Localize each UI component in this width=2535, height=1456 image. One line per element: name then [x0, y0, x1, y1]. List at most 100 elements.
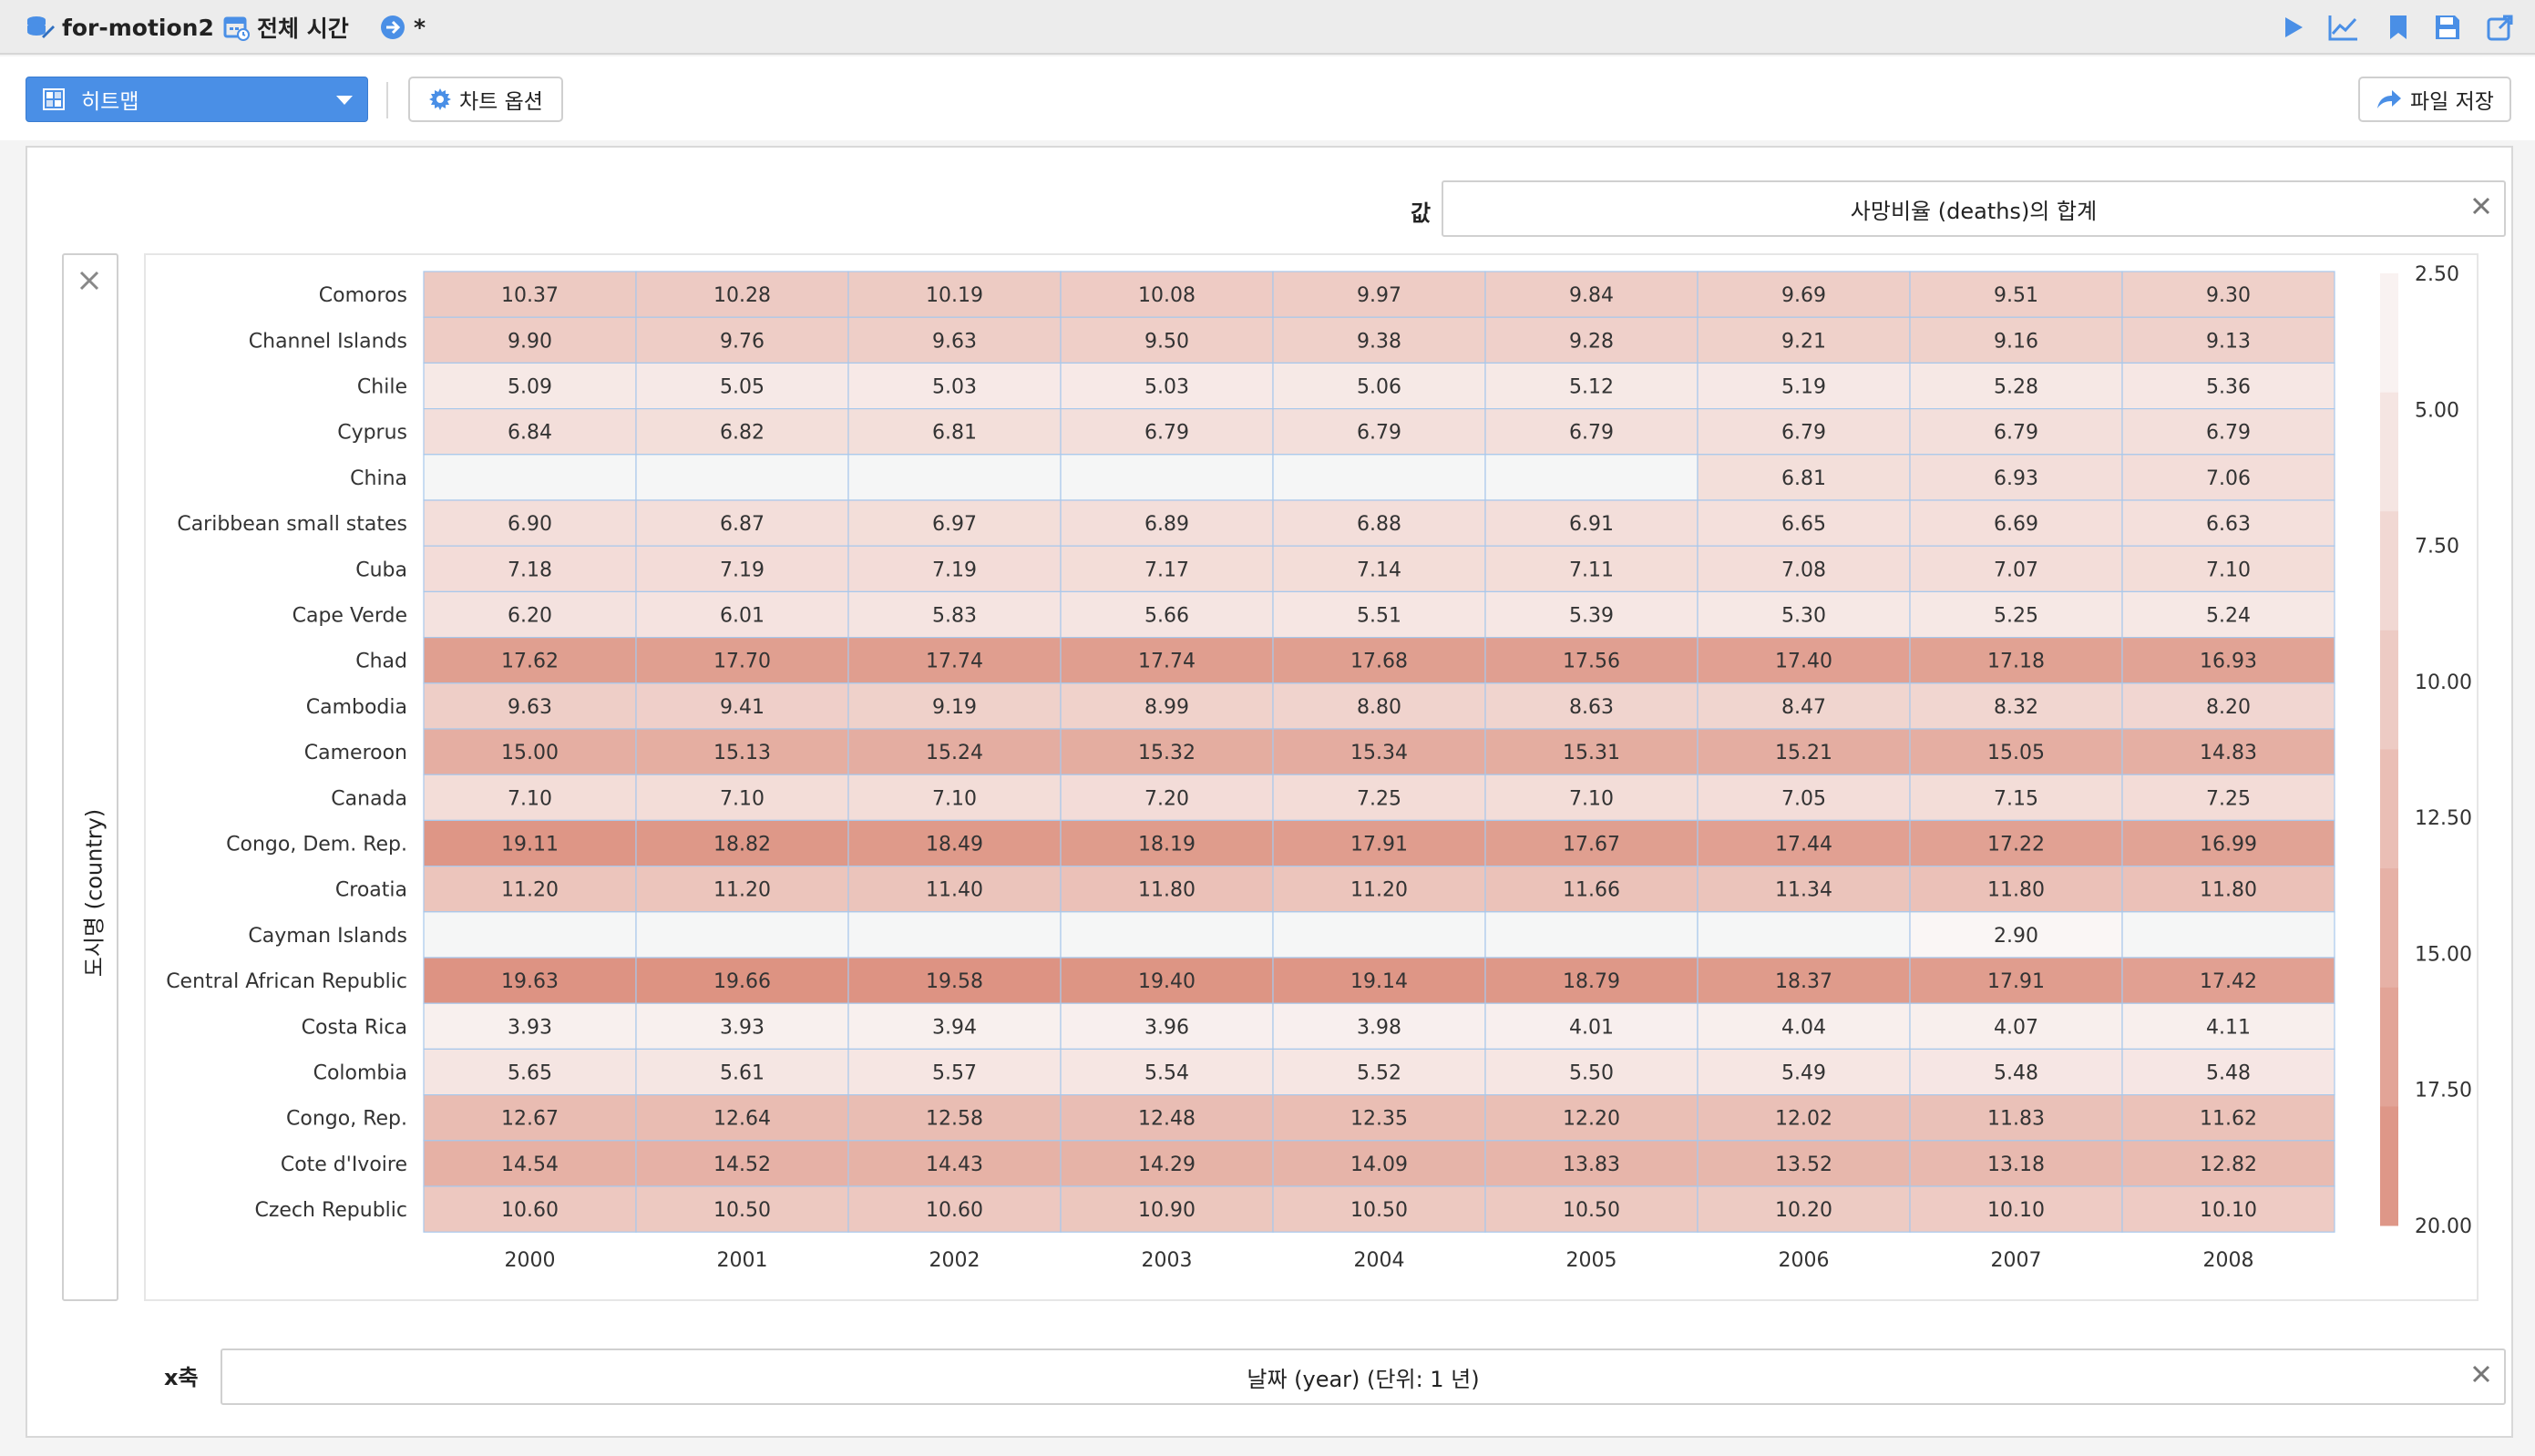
cell-value-label: 11.34: [1775, 879, 1832, 902]
heatmap-cell: [635, 499, 849, 547]
cell-value-label: 17.67: [1563, 834, 1620, 856]
heatmap-cell: [1697, 1185, 1911, 1233]
heatmap-cell: [2121, 316, 2335, 364]
cell-value-label: 19.11: [501, 834, 559, 856]
cell-value-label: 17.42: [2200, 970, 2257, 993]
cell-value-label: 10.28: [713, 284, 771, 307]
chart-options-button[interactable]: 차트 옵션: [408, 77, 563, 122]
heatmap-cell: [1060, 637, 1274, 684]
heatmap-cell: [423, 865, 637, 913]
heatmap-cell: [847, 774, 1062, 822]
cell-value-label: 9.90: [508, 330, 552, 353]
y-tick-label: Cape Verde: [292, 605, 407, 628]
y-tick-label: Cote d'Ivoire: [281, 1154, 407, 1176]
gear-icon: [429, 88, 452, 110]
cell-value-label: 5.06: [1357, 376, 1401, 399]
cell-value-label: 9.16: [1994, 330, 2038, 353]
cell-value-label: 9.30: [2206, 284, 2251, 307]
cell-value-label: 10.08: [1138, 284, 1196, 307]
x-axis-field-text: 날짜 (year) (단위: 1 년): [1247, 1366, 1480, 1392]
cell-value-label: 9.69: [1781, 284, 1826, 307]
heatmap-cell: [423, 1048, 637, 1096]
heatmap-cell: [2121, 911, 2335, 959]
cell-value-label: 5.54: [1144, 1062, 1189, 1085]
clear-x-axis-field-button[interactable]: [2471, 1364, 2491, 1389]
heatmap-cell: [1272, 1002, 1486, 1051]
color-scale-tick-label: 12.50: [2415, 807, 2472, 830]
heatmap-cell: [1060, 1093, 1274, 1142]
heatmap-cell: [1909, 316, 2123, 364]
x-tick-label: 2005: [1566, 1249, 1617, 1272]
heatmap-cell: [847, 1002, 1062, 1051]
heatmap-cell: [2121, 499, 2335, 547]
cell-value-label: 8.47: [1781, 696, 1826, 719]
bookmark-button[interactable]: [2382, 11, 2415, 44]
play-icon: [2285, 17, 2303, 37]
y-tick-label: Cambodia: [306, 696, 407, 719]
heatmap-cell: [423, 1185, 637, 1233]
clear-y-axis-field-button[interactable]: [78, 270, 100, 295]
clear-value-field-button[interactable]: [2471, 196, 2491, 221]
modified-marker: *: [414, 14, 426, 41]
heatmap-cell: [2121, 819, 2335, 867]
cell-value-label: 12.67: [501, 1108, 559, 1131]
save-file-label: 파일 저장: [2410, 90, 2494, 114]
cell-value-label: 5.83: [932, 605, 977, 628]
cell-value-label: 15.05: [1987, 742, 2045, 764]
heatmap-cell: [1272, 957, 1486, 1004]
cell-value-label: 5.36: [2206, 376, 2251, 399]
cell-value-label: 11.20: [1350, 879, 1408, 902]
value-field[interactable]: 사망비율 (deaths)의 합계: [1442, 180, 2506, 237]
cell-value-label: 17.62: [501, 651, 559, 673]
heatmap-cell: [847, 545, 1062, 593]
cell-value-label: 7.14: [1357, 559, 1401, 581]
heatmap-cell: [635, 362, 849, 410]
chart-type-dropdown[interactable]: 히트맵: [26, 77, 368, 122]
save-button[interactable]: [2431, 11, 2464, 44]
save-file-button[interactable]: 파일 저장: [2358, 77, 2511, 122]
heatmap-cell: [423, 774, 637, 822]
heatmap-cell: [1060, 819, 1274, 867]
heatmap-cell: [1272, 545, 1486, 593]
cell-value-label: 12.58: [926, 1108, 983, 1131]
heatmap-cell: [1484, 865, 1699, 913]
cell-value-label: 6.65: [1781, 513, 1826, 536]
color-scale-tick-label: 15.00: [2415, 943, 2472, 966]
heatmap-cell: [1484, 1093, 1699, 1142]
heatmap-cell: [1484, 1002, 1699, 1051]
heatmap-cell: [1909, 865, 2123, 913]
dataset-selector[interactable]: for-motion2: [26, 9, 214, 46]
cell-value-label: 15.24: [926, 742, 983, 764]
heatmap-cell: [1909, 911, 2123, 959]
play-button[interactable]: [2276, 11, 2309, 44]
cell-value-label: 14.52: [713, 1154, 771, 1176]
heatmap-cell: [2121, 1002, 2335, 1051]
open-external-button[interactable]: [2484, 11, 2517, 44]
cell-value-label: 10.50: [1350, 1199, 1408, 1222]
navigate-button[interactable]: *: [379, 9, 426, 46]
heatmap-cell: [1060, 1048, 1274, 1096]
heatmap-cell: [1697, 545, 1911, 593]
heatmap-cell: [847, 499, 1062, 547]
cell-value-label: 12.20: [1563, 1108, 1620, 1131]
cell-value-label: 10.19: [926, 284, 983, 307]
line-chart-button[interactable]: [2327, 11, 2360, 44]
cell-value-label: 5.09: [508, 376, 552, 399]
cell-value-label: 5.19: [1781, 376, 1826, 399]
cell-value-label: 9.97: [1357, 284, 1401, 307]
heatmap-cell: [635, 1002, 849, 1051]
x-axis-field[interactable]: 날짜 (year) (단위: 1 년): [221, 1348, 2506, 1405]
y-tick-label: Channel Islands: [249, 330, 407, 353]
cell-value-label: 19.40: [1138, 970, 1196, 993]
heatmap-cell: [635, 454, 849, 501]
cell-value-label: 15.21: [1775, 742, 1832, 764]
heatmap-cell: [2121, 454, 2335, 501]
y-axis-field[interactable]: 도시명 (country): [62, 253, 118, 1301]
cell-value-label: 5.05: [720, 376, 765, 399]
cell-value-label: 10.60: [501, 1199, 559, 1222]
cell-value-label: 9.41: [720, 696, 765, 719]
heatmap-cell: [1060, 316, 1274, 364]
time-range-selector[interactable]: 전체 시간: [222, 9, 349, 46]
top-bar: for-motion2 전체 시간 *: [0, 0, 2535, 55]
heatmap-cell: [847, 271, 1062, 318]
